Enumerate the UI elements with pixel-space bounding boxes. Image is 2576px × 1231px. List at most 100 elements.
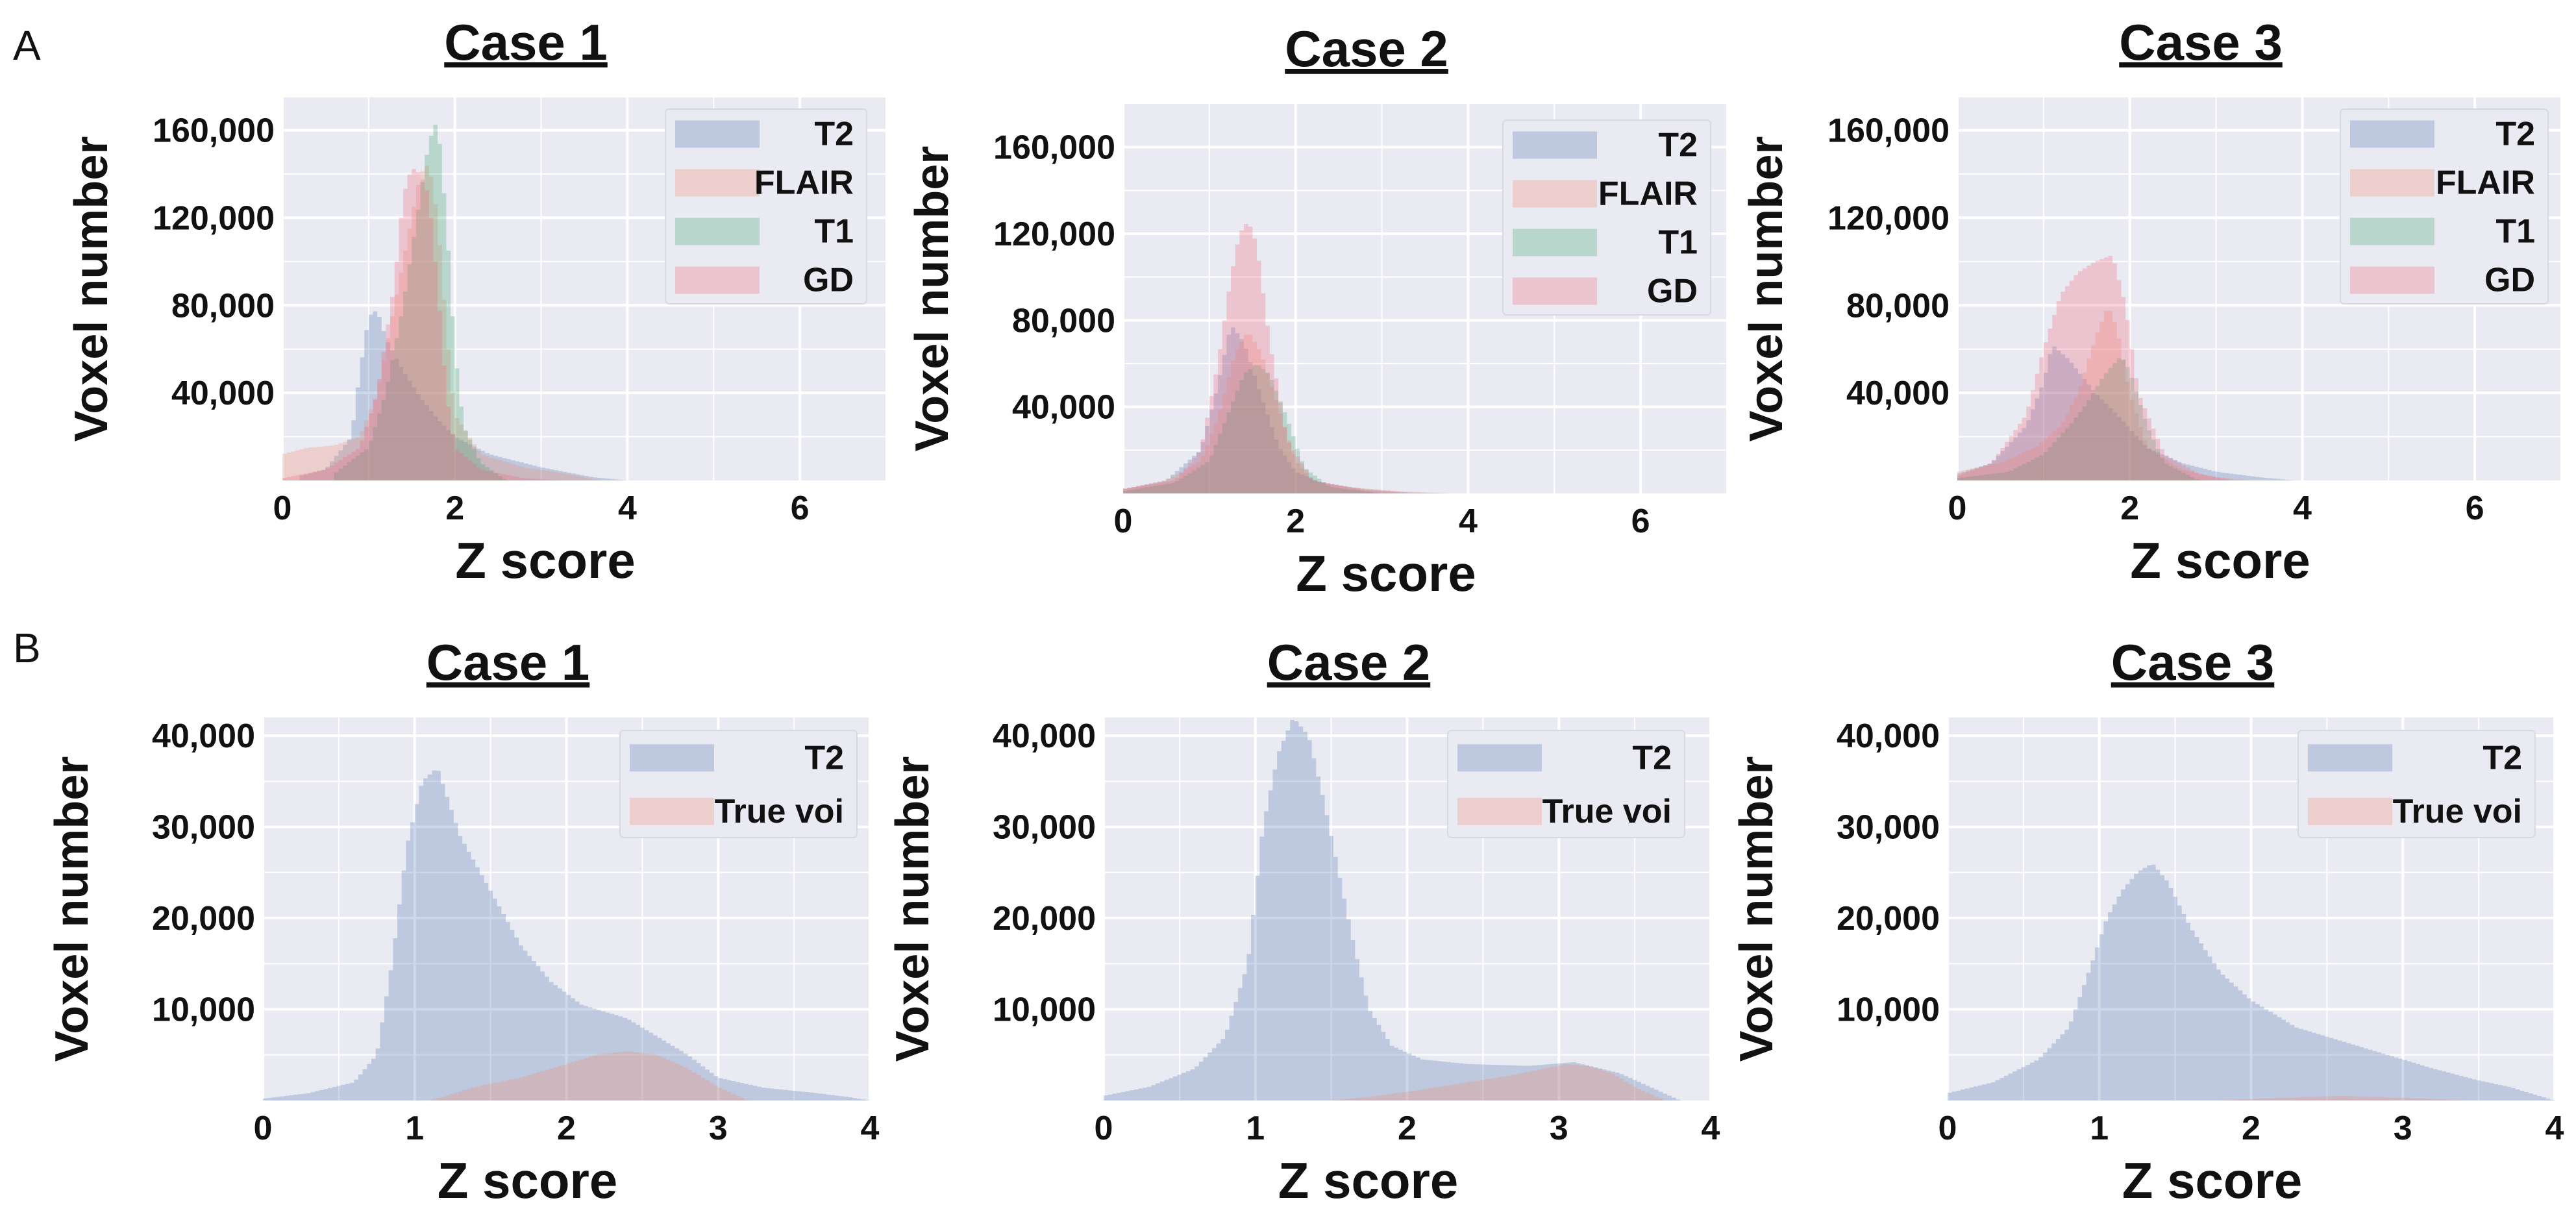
x-axis-label: Z score	[455, 532, 635, 589]
x-tick-label: 2	[557, 1110, 576, 1147]
x-tick-label: 2	[1398, 1110, 1417, 1147]
legend-box	[1447, 730, 1685, 838]
y-tick-label: 40,000	[1846, 375, 1950, 412]
x-tick-label: 6	[1631, 503, 1650, 540]
x-tick-label: 6	[2466, 490, 2484, 527]
y-tick-label: 40,000	[171, 375, 275, 412]
legend-swatch-flair	[2350, 169, 2434, 197]
legend-swatch-t1	[2350, 218, 2434, 245]
legend-label-flair: FLAIR	[1598, 175, 1698, 213]
x-tick-label: 2	[2242, 1110, 2260, 1147]
y-tick-label: 30,000	[152, 809, 255, 847]
histogram-t2	[1123, 327, 1727, 493]
y-tick-label: 30,000	[993, 809, 1096, 847]
legend: T2 True voi	[2297, 730, 2536, 838]
chart-title: Case 2	[1267, 634, 1431, 691]
legend-swatch-t2	[1457, 744, 1542, 772]
x-tick-label: 4	[861, 1110, 880, 1147]
y-tick-label: 30,000	[1837, 809, 1940, 847]
legend-box	[2340, 108, 2549, 305]
legend-label-t1: T1	[814, 213, 854, 251]
legend-box	[619, 730, 858, 838]
x-axis-label: Z score	[1296, 545, 1476, 602]
legend-swatch-gd	[1513, 277, 1597, 305]
histogram-t1	[282, 125, 886, 481]
x-axis-label: Z score	[2130, 532, 2310, 589]
x-tick-label: 1	[1246, 1110, 1265, 1147]
legend-label-t2: T2	[804, 739, 844, 777]
chart-title: Case 1	[427, 634, 590, 691]
panel-letter-a: A	[13, 22, 41, 69]
legend-label-t2: T2	[1632, 739, 1672, 777]
chart-title: Case 1	[444, 14, 608, 71]
x-tick-label: 0	[254, 1110, 273, 1147]
histogram-true-voi	[263, 1051, 870, 1100]
legend-swatch-gd	[2350, 266, 2434, 294]
legend-label-gd: GD	[2484, 262, 2535, 299]
x-tick-label: 0	[273, 490, 292, 527]
legend-label-t1: T1	[2496, 213, 2535, 251]
y-axis-label: Voxel number	[1731, 756, 1783, 1062]
legend-swatch-gd	[675, 266, 760, 294]
chart-a-case-2: 0 2 4 6 40,000 80,000 120,000 160,000 Case 2 Z sc…	[906, 20, 1728, 602]
y-tick-label: 160,000	[1827, 112, 1950, 150]
histogram-true-voi	[1104, 1064, 1711, 1100]
histogram-t1	[1957, 358, 2561, 480]
y-tick-label: 10,000	[152, 991, 255, 1029]
y-tick-label: 40,000	[1012, 389, 1115, 427]
histogram-flair	[282, 166, 886, 480]
y-axis-label: Voxel number	[906, 146, 958, 452]
legend: T2 True voi	[619, 730, 858, 838]
y-tick-label: 120,000	[993, 216, 1115, 253]
legend-label-flair: FLAIR	[2436, 164, 2535, 202]
x-axis-label: Z score	[438, 1152, 617, 1209]
chart-a-case-1: 0 2 4 6 40,000 80,000 120,000 160,000 Case 1 Z sc…	[66, 14, 887, 589]
x-tick-label: 3	[709, 1110, 728, 1147]
legend-swatch-flair	[675, 169, 760, 197]
y-axis-label: Voxel number	[887, 756, 939, 1062]
x-tick-label: 0	[1938, 1110, 1957, 1147]
x-tick-label: 3	[2394, 1110, 2412, 1147]
legend-label-true-voi: True voi	[1542, 793, 1672, 830]
y-axis-label: Voxel number	[66, 136, 118, 442]
x-tick-label: 1	[405, 1110, 424, 1147]
y-tick-label: 160,000	[993, 129, 1115, 167]
legend-label-gd: GD	[1647, 273, 1698, 310]
x-tick-label: 2	[1286, 503, 1305, 540]
x-tick-label: 4	[618, 490, 637, 527]
histogram-gd	[1123, 224, 1727, 493]
y-axis-label: Voxel number	[1740, 136, 1792, 442]
legend-label-t2: T2	[2483, 739, 2522, 777]
y-axis-label: Voxel number	[46, 756, 98, 1062]
chart-title: Case 2	[1285, 20, 1448, 77]
legend-label-t2: T2	[1658, 127, 1698, 164]
x-axis-label: Z score	[1278, 1152, 1458, 1209]
x-axis-label: Z score	[2122, 1152, 2302, 1209]
legend: T2 FLAIR T1 GD	[1502, 119, 1711, 316]
histogram-flair	[1957, 310, 2561, 480]
legend-swatch-t2	[2350, 120, 2434, 148]
legend-label-t2: T2	[814, 116, 854, 153]
y-tick-label: 10,000	[993, 991, 1096, 1029]
chart-title: Case 3	[2111, 634, 2275, 691]
panel-letter-b: B	[13, 625, 41, 671]
y-tick-label: 80,000	[171, 287, 275, 325]
legend-label-true-voi: True voi	[715, 793, 844, 830]
legend-swatch-t1	[1513, 229, 1597, 256]
histogram-true-voi	[1948, 1096, 2555, 1100]
chart-a-case-3: 0 2 4 6 40,000 80,000 120,000 160,000 Case 3 Z sc…	[1740, 14, 2562, 589]
histogram-t2	[282, 311, 886, 480]
y-tick-label: 10,000	[1837, 991, 1940, 1029]
legend-swatch-t2	[2308, 744, 2392, 772]
legend-box	[2297, 730, 2536, 838]
legend-swatch-t2	[675, 120, 760, 148]
legend-swatch-true-voi	[2308, 797, 2392, 825]
legend: T2 FLAIR T1 GD	[665, 108, 867, 305]
chart-b-case-2: 0 1 2 3 4 10,000 20,000 30,000 40,000 Case 2 Z sco…	[887, 634, 1720, 1209]
legend-swatch-true-voi	[630, 797, 714, 825]
histogram-gd	[282, 169, 886, 480]
x-tick-label: 6	[791, 490, 810, 527]
histogram-t2	[263, 770, 870, 1100]
histogram-flair	[1123, 334, 1727, 493]
histogram-gd	[1957, 256, 2561, 480]
